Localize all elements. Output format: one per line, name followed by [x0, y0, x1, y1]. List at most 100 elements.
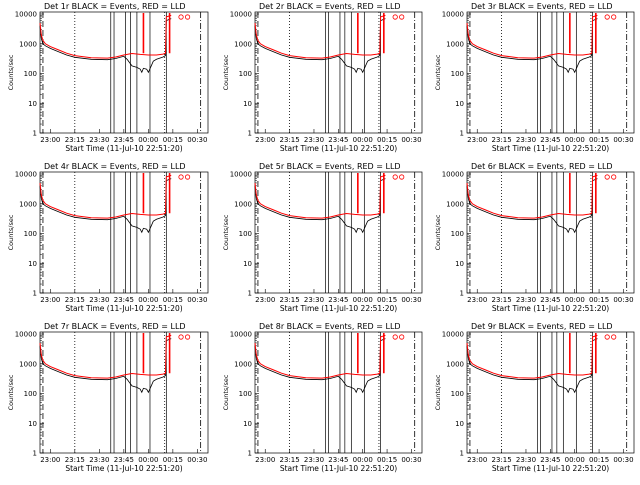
- lld-series-line: [466, 334, 598, 379]
- x-tick-label: 23:15: [280, 296, 300, 304]
- panel-title: Det 8r BLACK = Events, RED = LLD: [259, 322, 401, 331]
- x-tick-label: 23:15: [492, 136, 512, 144]
- plot-frame: [39, 171, 209, 294]
- panel-title: Det 6r BLACK = Events, RED = LLD: [471, 162, 613, 171]
- x-tick-label: 23:45: [328, 296, 348, 304]
- x-tick-label: 23:00: [467, 296, 487, 304]
- plot-frame: [39, 11, 209, 134]
- detector-panel-6: Det 6r BLACK = Events, RED = LLD 1 10 100 10…: [434, 162, 635, 313]
- x-tick-label: 23:30: [89, 296, 109, 304]
- y-tick-label: 100: [451, 390, 464, 398]
- lld-series-line: [254, 14, 386, 59]
- x-tick-label: 00:00: [138, 456, 158, 464]
- y-tick-label: 10000: [442, 331, 464, 339]
- x-tick-label: 00:00: [138, 296, 158, 304]
- lld-loop-mark: [604, 334, 610, 340]
- lld-series-line: [254, 174, 386, 219]
- x-axis-label: Start Time (11-Jul-10 22:51:20): [280, 464, 397, 473]
- x-axis-label: Start Time (11-Jul-10 22:51:20): [492, 144, 609, 153]
- x-tick-label: 23:15: [280, 136, 300, 144]
- plot-frame: [254, 171, 423, 294]
- y-tick-label: 1: [460, 290, 464, 298]
- x-tick-label: 00:15: [163, 296, 183, 304]
- y-tick-label: 1000: [446, 40, 464, 48]
- x-tick-label: 23:45: [540, 136, 560, 144]
- x-axis-label: Start Time (11-Jul-10 22:51:20): [65, 304, 182, 313]
- lld-loop-mark: [184, 334, 191, 340]
- y-tick-label: 10: [28, 100, 37, 108]
- lld-loop-mark: [392, 14, 398, 20]
- lld-loop-mark: [611, 174, 617, 180]
- x-tick-label: 00:15: [589, 456, 609, 464]
- detector-panel-5: Det 5r BLACK = Events, RED = LLD 1 10 100 10…: [222, 162, 423, 313]
- lld-loop-mark: [184, 14, 191, 20]
- lld-series-line: [254, 334, 386, 379]
- y-tick-label: 10: [243, 260, 252, 268]
- y-tick-label: 1: [460, 130, 464, 138]
- x-tick-label: 23:45: [114, 136, 134, 144]
- y-tick-label: 1: [33, 450, 37, 458]
- x-tick-label: 23:00: [255, 456, 275, 464]
- y-axis-label: Counts/sec: [434, 54, 442, 90]
- y-tick-label: 1000: [234, 40, 252, 48]
- panel-title: Det 1r BLACK = Events, RED = LLD: [44, 2, 186, 11]
- panel-title: Det 5r BLACK = Events, RED = LLD: [259, 162, 401, 171]
- y-axis-label: Counts/sec: [222, 374, 230, 410]
- x-tick-label: 23:15: [65, 456, 85, 464]
- y-tick-label: 1000: [446, 200, 464, 208]
- x-tick-label: 00:30: [613, 456, 633, 464]
- lld-loop-mark: [178, 174, 184, 180]
- x-tick-label: 00:15: [163, 456, 183, 464]
- y-tick-label: 10: [243, 420, 252, 428]
- lld-loop-mark: [392, 174, 398, 180]
- x-tick-label: 23:15: [492, 456, 512, 464]
- x-tick-label: 00:30: [613, 296, 633, 304]
- panel-title: Det 2r BLACK = Events, RED = LLD: [259, 2, 401, 11]
- y-tick-label: 10000: [442, 11, 464, 19]
- y-axis-label: Counts/sec: [7, 54, 15, 90]
- events-series-line: [466, 178, 598, 234]
- x-tick-label: 00:30: [187, 296, 207, 304]
- x-tick-label: 23:30: [89, 136, 109, 144]
- y-tick-label: 1: [33, 290, 37, 298]
- y-tick-label: 100: [451, 230, 464, 238]
- x-tick-label: 00:30: [613, 136, 633, 144]
- x-tick-label: 00:30: [401, 136, 421, 144]
- y-tick-label: 10: [455, 260, 464, 268]
- lld-loop-mark: [611, 334, 617, 340]
- x-tick-label: 23:30: [516, 136, 536, 144]
- x-tick-label: 23:15: [492, 296, 512, 304]
- detector-panel-4: Det 4r BLACK = Events, RED = LLD 1 10 100 10…: [7, 162, 209, 313]
- y-axis-label: Counts/sec: [222, 214, 230, 250]
- x-tick-label: 23:00: [40, 136, 60, 144]
- lld-loop-mark: [399, 174, 405, 180]
- x-axis-label: Start Time (11-Jul-10 22:51:20): [280, 304, 397, 313]
- lld-loop-mark: [399, 334, 405, 340]
- lld-series-line: [39, 334, 172, 379]
- y-tick-label: 1: [248, 450, 252, 458]
- plot-frame: [466, 11, 635, 134]
- x-axis-label: Start Time (11-Jul-10 22:51:20): [280, 144, 397, 153]
- y-tick-label: 10: [455, 420, 464, 428]
- lld-loop-mark: [178, 14, 184, 20]
- y-tick-label: 10: [455, 100, 464, 108]
- detector-panel-1: Det 1r BLACK = Events, RED = LLD 1 10 100 10…: [7, 2, 209, 153]
- y-tick-label: 100: [24, 230, 37, 238]
- x-axis-label: Start Time (11-Jul-10 22:51:20): [492, 304, 609, 313]
- lld-series-line: [466, 14, 598, 59]
- y-tick-label: 100: [451, 70, 464, 78]
- y-tick-label: 1000: [234, 200, 252, 208]
- y-tick-label: 10000: [230, 331, 252, 339]
- x-tick-label: 00:15: [377, 456, 397, 464]
- panel-title: Det 3r BLACK = Events, RED = LLD: [471, 2, 613, 11]
- lld-loop-mark: [399, 14, 405, 20]
- panel-title: Det 7r BLACK = Events, RED = LLD: [44, 322, 186, 331]
- y-tick-label: 10: [243, 100, 252, 108]
- lld-series-line: [39, 174, 172, 219]
- x-tick-label: 00:15: [589, 136, 609, 144]
- x-tick-label: 23:00: [40, 296, 60, 304]
- x-tick-label: 23:00: [467, 136, 487, 144]
- x-tick-label: 00:30: [187, 456, 207, 464]
- detector-panel-3: Det 3r BLACK = Events, RED = LLD 1 10 100 10…: [434, 2, 635, 153]
